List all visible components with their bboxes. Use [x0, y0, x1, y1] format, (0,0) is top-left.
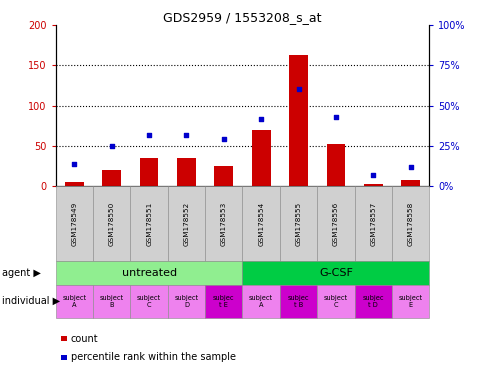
Title: GDS2959 / 1553208_s_at: GDS2959 / 1553208_s_at — [163, 11, 321, 24]
Point — [369, 172, 377, 178]
Text: GSM178552: GSM178552 — [183, 202, 189, 246]
Text: subject
E: subject E — [398, 295, 422, 308]
Point — [331, 114, 339, 120]
Text: subjec
t E: subjec t E — [212, 295, 234, 308]
Bar — [139, 158, 158, 186]
Bar — [251, 130, 270, 186]
Point — [145, 132, 153, 138]
Bar — [102, 170, 121, 186]
Point — [219, 136, 227, 142]
Bar — [177, 158, 196, 186]
Text: GSM178556: GSM178556 — [332, 202, 338, 246]
Point — [406, 164, 413, 170]
Point — [257, 116, 265, 122]
Text: subject
B: subject B — [100, 295, 123, 308]
Text: GSM178554: GSM178554 — [257, 202, 264, 246]
Text: GSM178553: GSM178553 — [220, 202, 227, 246]
Point — [71, 161, 78, 167]
Text: individual ▶: individual ▶ — [2, 296, 60, 306]
Text: subjec
t B: subjec t B — [287, 295, 309, 308]
Bar — [326, 144, 345, 186]
Bar — [363, 184, 382, 186]
Point — [182, 132, 190, 138]
Text: subject
A: subject A — [62, 295, 86, 308]
Text: GSM178557: GSM178557 — [369, 202, 376, 246]
Text: subject
C: subject C — [137, 295, 161, 308]
Point — [107, 143, 115, 149]
Bar — [400, 180, 419, 186]
Text: G-CSF: G-CSF — [318, 268, 352, 278]
Bar — [65, 182, 84, 186]
Text: count: count — [71, 334, 98, 344]
Text: GSM178550: GSM178550 — [108, 202, 115, 246]
Bar — [288, 55, 307, 186]
Text: GSM178555: GSM178555 — [295, 202, 301, 246]
Text: GSM178549: GSM178549 — [71, 202, 77, 246]
Text: untreated: untreated — [121, 268, 176, 278]
Text: GSM178558: GSM178558 — [407, 202, 413, 246]
Text: subject
D: subject D — [174, 295, 198, 308]
Text: GSM178551: GSM178551 — [146, 202, 152, 246]
Text: subject
C: subject C — [323, 295, 347, 308]
Text: subject
A: subject A — [249, 295, 272, 308]
Text: subjec
t D: subjec t D — [362, 295, 383, 308]
Text: agent ▶: agent ▶ — [2, 268, 41, 278]
Bar — [214, 166, 233, 186]
Text: percentile rank within the sample: percentile rank within the sample — [71, 352, 235, 362]
Point — [294, 86, 302, 93]
